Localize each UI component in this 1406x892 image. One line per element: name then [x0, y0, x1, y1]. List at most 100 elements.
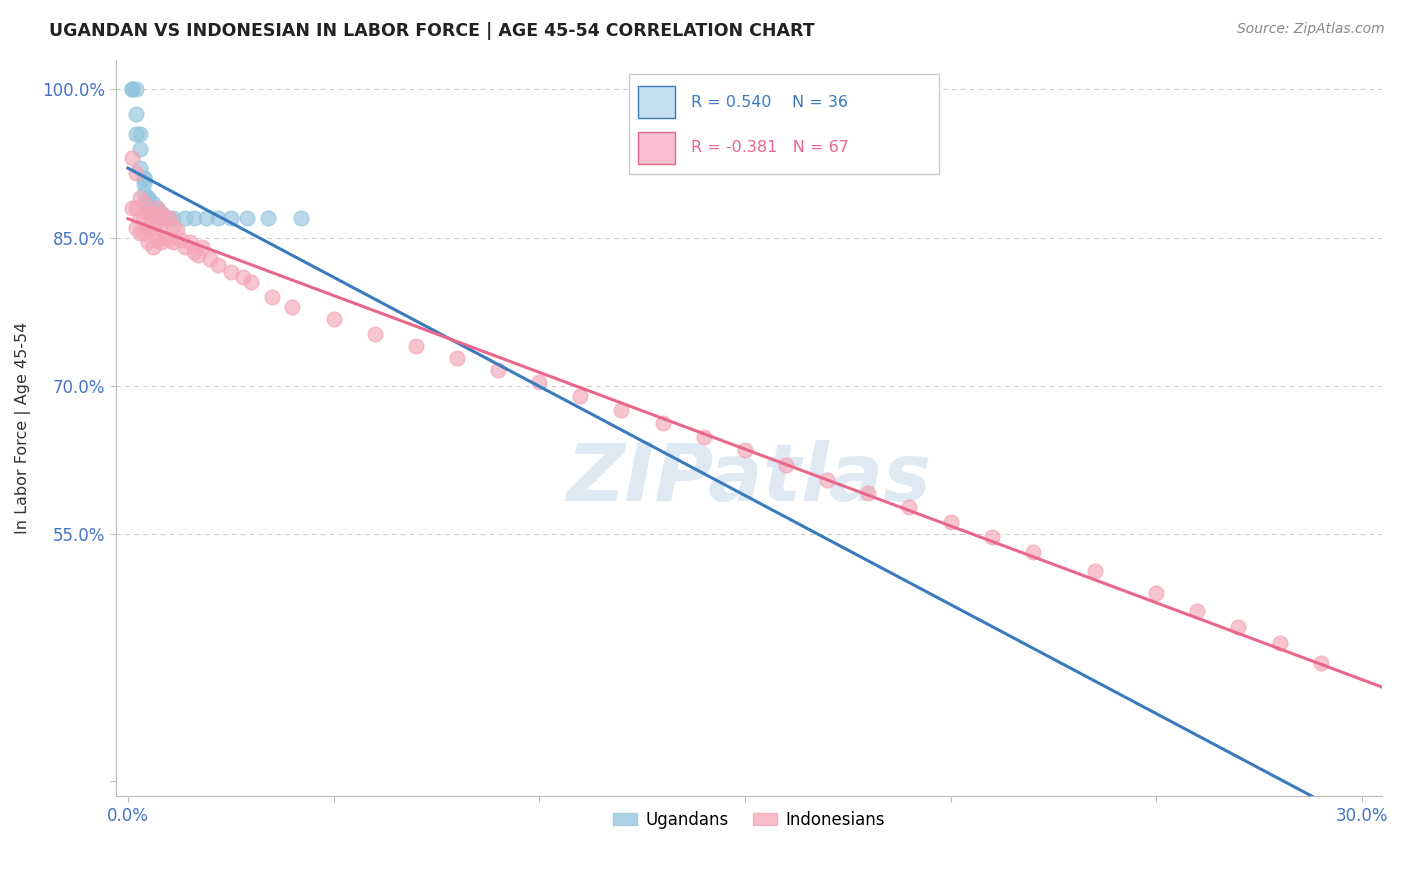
Point — [610, 402, 633, 417]
Point — [125, 166, 148, 180]
Point — [260, 290, 283, 304]
Point — [134, 176, 156, 190]
Point — [219, 265, 242, 279]
Point — [129, 211, 152, 225]
Point — [1187, 604, 1209, 618]
Text: ZIPatlas: ZIPatlas — [567, 441, 932, 518]
Point — [149, 206, 172, 220]
Point — [149, 206, 172, 220]
Point — [236, 211, 259, 225]
Point — [281, 300, 304, 314]
Point — [179, 235, 201, 250]
Legend: Ugandans, Indonesians: Ugandans, Indonesians — [607, 805, 891, 836]
Point — [138, 201, 160, 215]
Point — [134, 211, 156, 225]
Point — [322, 311, 344, 326]
Point — [134, 171, 156, 186]
Point — [129, 142, 152, 156]
Point — [815, 473, 838, 487]
Point — [141, 206, 163, 220]
Point — [138, 206, 160, 220]
Point — [898, 500, 921, 515]
Point — [121, 82, 143, 96]
Point — [219, 211, 242, 225]
Point — [125, 127, 148, 141]
Point — [1309, 656, 1331, 670]
Point — [145, 201, 167, 215]
Point — [121, 201, 143, 215]
Point — [134, 226, 156, 240]
Point — [734, 443, 756, 458]
Point — [446, 351, 468, 366]
Point — [145, 233, 167, 247]
Point — [138, 191, 160, 205]
Point — [153, 211, 176, 225]
Point — [134, 196, 156, 211]
Point — [138, 220, 160, 235]
Point — [939, 515, 962, 529]
Point — [138, 206, 160, 220]
Point — [1022, 545, 1045, 559]
Y-axis label: In Labor Force | Age 45-54: In Labor Force | Age 45-54 — [15, 322, 31, 534]
Point — [153, 230, 176, 244]
Point — [162, 219, 184, 233]
Point — [569, 389, 592, 403]
Point — [157, 211, 180, 225]
Point — [125, 82, 148, 96]
Point — [149, 220, 172, 235]
Point — [191, 240, 214, 254]
Point — [129, 226, 152, 240]
Point — [125, 220, 148, 235]
Point — [363, 327, 385, 342]
Point — [149, 211, 172, 225]
Point — [1083, 564, 1105, 578]
Point — [141, 220, 163, 235]
Point — [149, 235, 172, 250]
Point — [121, 152, 143, 166]
Point — [980, 530, 1002, 544]
Point — [134, 171, 156, 186]
Point — [125, 201, 148, 215]
Point — [129, 127, 152, 141]
Point — [858, 485, 880, 500]
Point — [141, 206, 163, 220]
Point — [1227, 620, 1250, 634]
Point — [405, 339, 427, 353]
Point — [153, 211, 176, 225]
Point — [145, 216, 167, 230]
Point — [162, 235, 184, 250]
Text: Source: ZipAtlas.com: Source: ZipAtlas.com — [1237, 22, 1385, 37]
Point — [141, 196, 163, 211]
Point — [775, 458, 797, 472]
Point — [207, 258, 229, 272]
Point — [125, 107, 148, 121]
Point — [183, 245, 205, 260]
Point — [1144, 586, 1167, 600]
Point — [174, 211, 197, 225]
Point — [187, 248, 209, 262]
Point — [486, 363, 509, 377]
Point — [529, 375, 551, 389]
Point — [129, 191, 152, 205]
Point — [183, 211, 205, 225]
Point — [232, 270, 254, 285]
Text: UGANDAN VS INDONESIAN IN LABOR FORCE | AGE 45-54 CORRELATION CHART: UGANDAN VS INDONESIAN IN LABOR FORCE | A… — [49, 22, 815, 40]
Point — [256, 211, 278, 225]
Point — [195, 211, 218, 225]
Point — [240, 275, 263, 289]
Point — [134, 186, 156, 200]
Point — [166, 222, 188, 236]
Point — [157, 233, 180, 247]
Point — [207, 211, 229, 225]
Point — [141, 201, 163, 215]
Point — [145, 206, 167, 220]
Point — [153, 211, 176, 225]
Point — [651, 417, 673, 431]
Point — [129, 161, 152, 176]
Point — [170, 233, 193, 247]
Point — [141, 240, 163, 254]
Point — [157, 211, 180, 225]
Point — [138, 196, 160, 211]
Point — [174, 240, 197, 254]
Point — [198, 252, 221, 267]
